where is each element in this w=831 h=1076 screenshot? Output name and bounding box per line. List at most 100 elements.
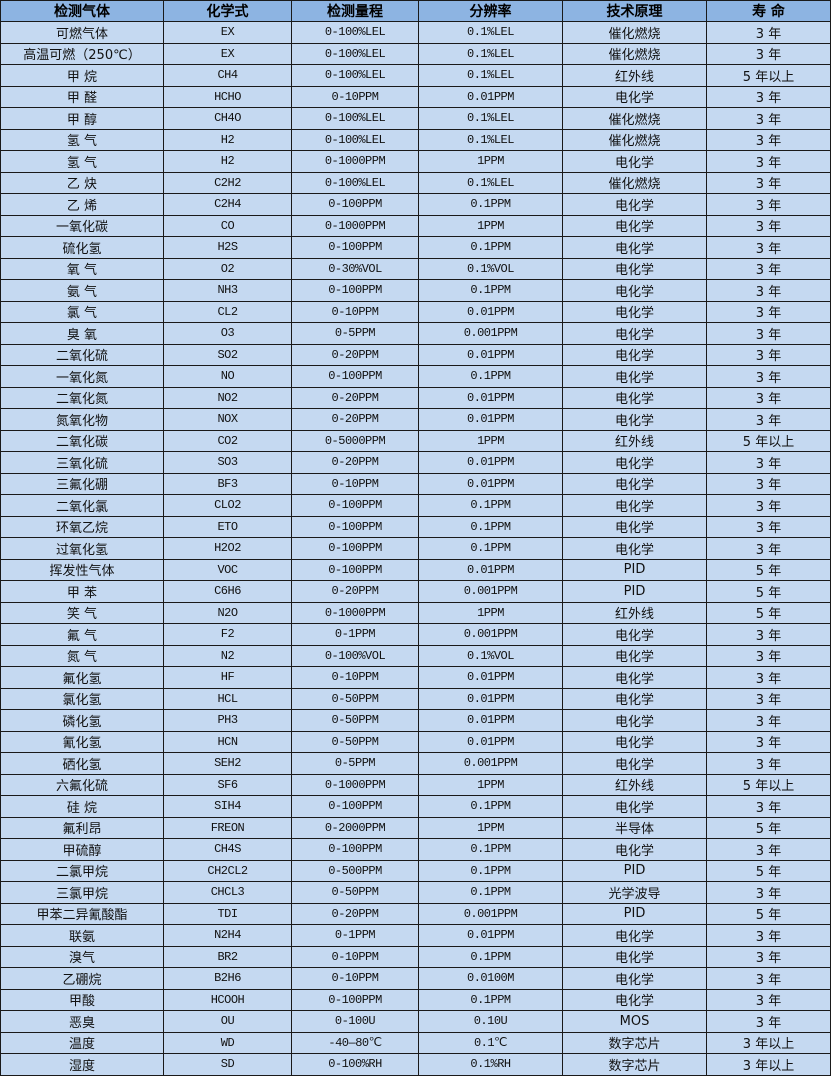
cell-formula: SIH4 (163, 795, 292, 818)
cell-gas-name: 二氧化碳 (0, 429, 164, 452)
table-row: 甲 烷 CH4 0-100%LEL 0.1%LEL 红外线 5 年以上 (0, 64, 831, 87)
table-row: 氧 气 O2 0-30%VOL 0.1%VOL 电化学 3 年 (0, 257, 831, 280)
cell-gas-name: 二氧化硫 (0, 343, 164, 366)
cell-lifespan: 3 年 (706, 365, 831, 388)
cell-lifespan: 3 年 (706, 408, 831, 431)
cell-resolution: 0.10U (418, 1010, 563, 1033)
table-row: 六氟化硫 SF6 0-1000PPM 1PPM 红外线 5 年以上 (0, 773, 831, 796)
cell-lifespan: 5 年 (706, 816, 831, 839)
cell-formula: C2H4 (163, 193, 292, 216)
cell-formula: TDI (163, 902, 292, 925)
cell-formula: FREON (163, 816, 292, 839)
cell-lifespan: 3 年 (706, 193, 831, 216)
table-row: 乙 炔 C2H2 0-100%LEL 0.1%LEL 催化燃烧 3 年 (0, 171, 831, 194)
cell-gas-name: 三氟化硼 (0, 472, 164, 495)
cell-formula: NO2 (163, 386, 292, 409)
table-row: 硒化氢 SEH2 0-5PPM 0.001PPM 电化学 3 年 (0, 752, 831, 775)
cell-formula: CL2 (163, 300, 292, 323)
cell-resolution: 1PPM (418, 150, 563, 173)
cell-principle: 电化学 (562, 537, 707, 560)
cell-principle: 电化学 (562, 279, 707, 302)
cell-lifespan: 3 年 (706, 537, 831, 560)
cell-resolution: 0.1%VOL (418, 257, 563, 280)
cell-principle: 电化学 (562, 752, 707, 775)
cell-formula: HCL (163, 687, 292, 710)
cell-lifespan: 3 年 (706, 42, 831, 65)
cell-principle: 电化学 (562, 236, 707, 259)
cell-gas-name: 乙 烯 (0, 193, 164, 216)
cell-formula: VOC (163, 558, 292, 581)
cell-gas-name: 高温可燃（250℃） (0, 42, 164, 65)
cell-formula: CO (163, 214, 292, 237)
table-row: 乙硼烷 B2H6 0-10PPM 0.0100M 电化学 3 年 (0, 967, 831, 990)
cell-range: 0-100PPM (291, 236, 419, 259)
cell-principle: 电化学 (562, 193, 707, 216)
cell-lifespan: 3 年 (706, 257, 831, 280)
cell-resolution: 0.1%RH (418, 1053, 563, 1076)
cell-principle: 电化学 (562, 515, 707, 538)
cell-gas-name: 氰化氢 (0, 730, 164, 753)
table-row: 二氯甲烷 CH2CL2 0-500PPM 0.1PPM PID 5 年 (0, 859, 831, 882)
table-row: 联氨 N2H4 0-1PPM 0.01PPM 电化学 3 年 (0, 924, 831, 947)
cell-range: 0-1000PPM (291, 773, 419, 796)
cell-lifespan: 3 年 (706, 515, 831, 538)
cell-lifespan: 3 年 (706, 666, 831, 689)
table-row: 甲苯二异氰酸酯 TDI 0-20PPM 0.001PPM PID 5 年 (0, 902, 831, 925)
cell-lifespan: 5 年 (706, 859, 831, 882)
cell-principle: 红外线 (562, 773, 707, 796)
cell-formula: H2S (163, 236, 292, 259)
cell-formula: C6H6 (163, 580, 292, 603)
cell-principle: 电化学 (562, 924, 707, 947)
cell-formula: CH4S (163, 838, 292, 861)
cell-principle: 电化学 (562, 150, 707, 173)
cell-lifespan: 3 年 (706, 236, 831, 259)
cell-formula: CO2 (163, 429, 292, 452)
cell-gas-name: 恶臭 (0, 1010, 164, 1033)
table-row: 甲酸 HCOOH 0-100PPM 0.1PPM 电化学 3 年 (0, 988, 831, 1011)
cell-formula: B2H6 (163, 967, 292, 990)
table-row: 氰化氢 HCN 0-50PPM 0.01PPM 电化学 3 年 (0, 730, 831, 753)
cell-gas-name: 温度 (0, 1031, 164, 1054)
cell-resolution: 0.01PPM (418, 451, 563, 474)
cell-principle: 电化学 (562, 257, 707, 280)
cell-formula: CH4O (163, 107, 292, 130)
cell-resolution: 0.01PPM (418, 386, 563, 409)
cell-gas-name: 氢 气 (0, 150, 164, 173)
table-row: 氟利昂 FREON 0-2000PPM 1PPM 半导体 5 年 (0, 816, 831, 839)
cell-formula: C2H2 (163, 171, 292, 194)
cell-resolution: 0.001PPM (418, 580, 563, 603)
table-row: 过氧化氢 H2O2 0-100PPM 0.1PPM 电化学 3 年 (0, 537, 831, 560)
cell-range: 0-100PPM (291, 279, 419, 302)
cell-principle: 电化学 (562, 365, 707, 388)
cell-formula: SO3 (163, 451, 292, 474)
cell-principle: 电化学 (562, 687, 707, 710)
cell-resolution: 0.1PPM (418, 537, 563, 560)
cell-range: 0-100PPM (291, 365, 419, 388)
cell-lifespan: 3 年 (706, 21, 831, 44)
cell-resolution: 0.1PPM (418, 494, 563, 517)
cell-lifespan: 5 年 (706, 558, 831, 581)
cell-resolution: 0.1PPM (418, 193, 563, 216)
cell-gas-name: 二氧化氯 (0, 494, 164, 517)
cell-principle: 催化燃烧 (562, 21, 707, 44)
cell-formula: NH3 (163, 279, 292, 302)
cell-range: 0-5000PPM (291, 429, 419, 452)
cell-formula: HCOOH (163, 988, 292, 1011)
cell-lifespan: 3 年 (706, 709, 831, 732)
table-row: 恶臭 OU 0-100U 0.10U MOS 3 年 (0, 1010, 831, 1033)
cell-principle: 光学波导 (562, 881, 707, 904)
cell-principle: 半导体 (562, 816, 707, 839)
table-row: 环氧乙烷 ETO 0-100PPM 0.1PPM 电化学 3 年 (0, 515, 831, 538)
cell-principle: 电化学 (562, 709, 707, 732)
table-row: 三氯甲烷 CHCL3 0-50PPM 0.1PPM 光学波导 3 年 (0, 881, 831, 904)
cell-gas-name: 二氧化氮 (0, 386, 164, 409)
cell-gas-name: 氮 气 (0, 644, 164, 667)
cell-formula: OU (163, 1010, 292, 1033)
cell-resolution: 0.01PPM (418, 85, 563, 108)
cell-resolution: 0.01PPM (418, 408, 563, 431)
cell-gas-name: 六氟化硫 (0, 773, 164, 796)
cell-lifespan: 3 年 (706, 150, 831, 173)
cell-resolution: 0.1PPM (418, 515, 563, 538)
cell-gas-name: 二氯甲烷 (0, 859, 164, 882)
table-row: 甲 醇 CH4O 0-100%LEL 0.1%LEL 催化燃烧 3 年 (0, 107, 831, 130)
